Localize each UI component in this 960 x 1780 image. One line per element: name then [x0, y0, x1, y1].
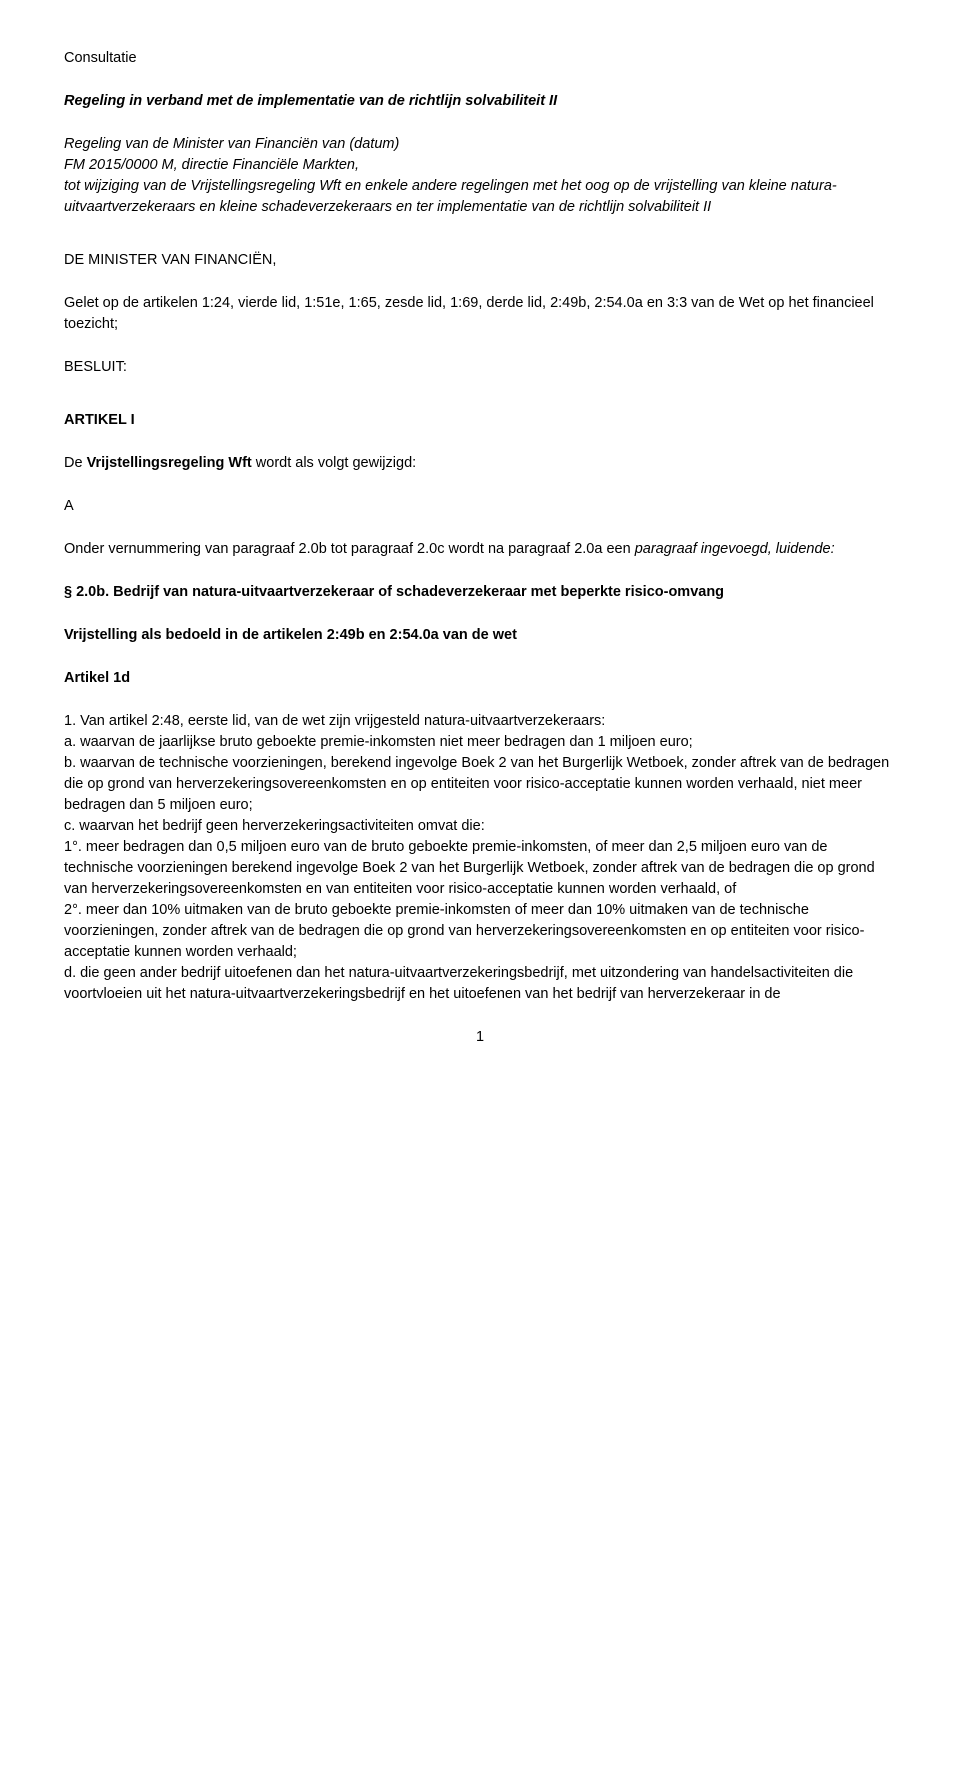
besluit-label: BESLUIT: — [64, 357, 896, 378]
paragraph-2-0b-heading: § 2.0b. Bedrijf van natura-uitvaartverze… — [64, 582, 896, 603]
gelet-big2: 3:3 — [667, 295, 687, 311]
gelet-prefix: Gelet op de artikelen 1:24, vierde lid, … — [64, 295, 550, 311]
body-text: 1. Van artikel 2:48, eerste lid, van de … — [64, 711, 896, 1005]
artikel-1d-heading: Artikel 1d — [64, 668, 896, 689]
minister-line: DE MINISTER VAN FINANCIËN, — [64, 250, 896, 271]
artikel-i-intro: De — [64, 455, 87, 471]
gelet-big1: 2:49b, 2:54.0a — [550, 295, 643, 311]
document-title: Regeling in verband met de implementatie… — [64, 91, 896, 112]
a-line2: paragraaf ingevoegd, luidende: — [635, 541, 835, 557]
section-a-label: A — [64, 496, 896, 517]
artikel-i-bold: Vrijstellingsregeling Wft — [87, 455, 252, 471]
gelet-line: Gelet op de artikelen 1:24, vierde lid, … — [64, 293, 896, 335]
vrijstelling-heading: Vrijstelling als bedoeld in de artikelen… — [64, 625, 896, 646]
artikel-i-heading: ARTIKEL I — [64, 410, 896, 431]
gelet-mid: en — [643, 295, 667, 311]
header-label: Consultatie — [64, 48, 896, 69]
page-number: 1 — [64, 1027, 896, 1048]
a-paragraph: Onder vernummering van paragraaf 2.0b to… — [64, 539, 896, 560]
a-line1: Onder vernummering van paragraaf 2.0b to… — [64, 541, 635, 557]
artikel-i-suffix: wordt als volgt gewijzigd: — [252, 455, 416, 471]
intro-paragraph: Regeling van de Minister van Financiën v… — [64, 134, 896, 218]
artikel-i-line: De Vrijstellingsregeling Wft wordt als v… — [64, 453, 896, 474]
